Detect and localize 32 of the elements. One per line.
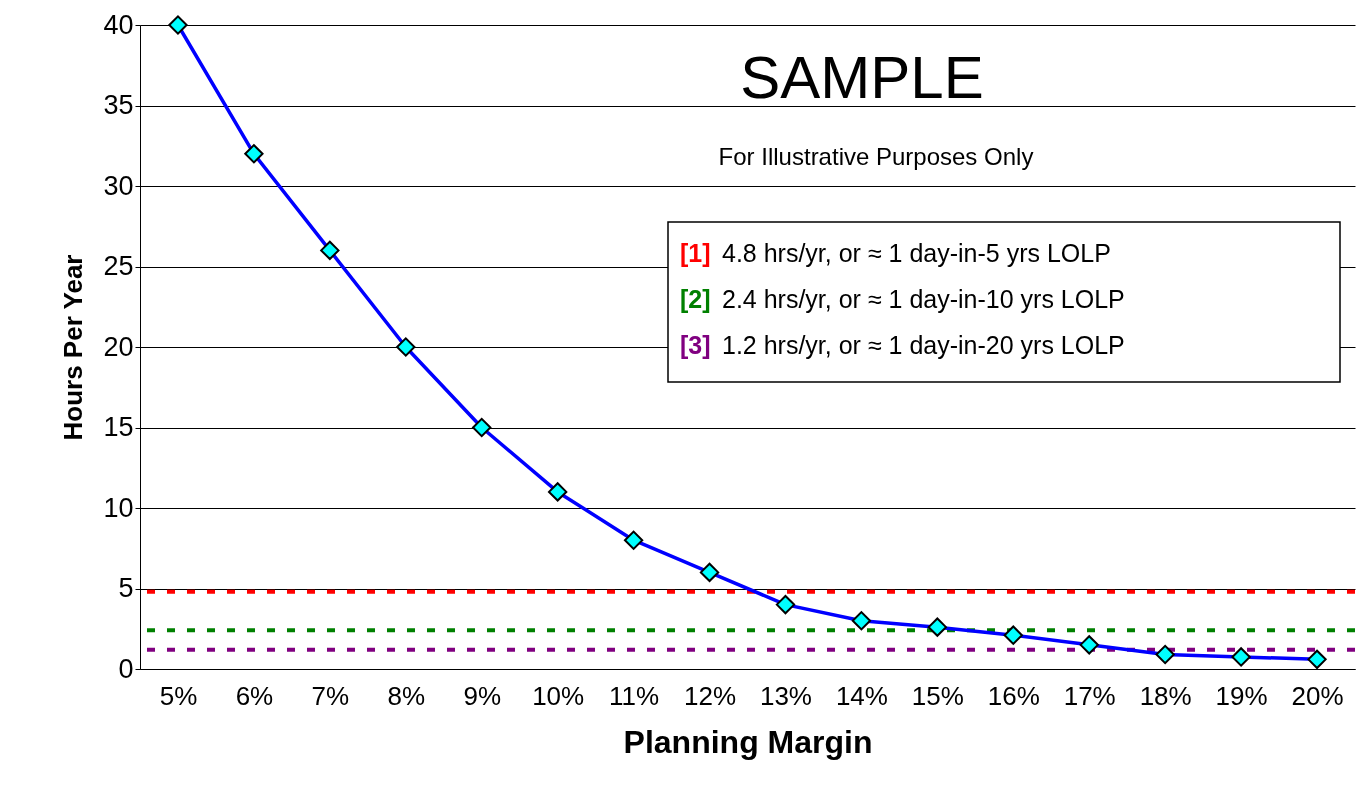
ref-line-label: [3] 1.2 hrs/yr, or ≈ 1 day-in-20 yrs LOLP bbox=[680, 331, 1125, 359]
x-tick-label: 8% bbox=[387, 680, 426, 711]
x-tick-label: 13% bbox=[759, 680, 812, 711]
x-tick-label: 16% bbox=[987, 680, 1040, 711]
y-tick-label: 15 bbox=[103, 412, 134, 442]
ref-line-label: [1] 4.8 hrs/yr, or ≈ 1 day-in-5 yrs LOLP bbox=[680, 239, 1111, 267]
x-tick-label: 7% bbox=[311, 680, 350, 711]
x-tick-label: 14% bbox=[835, 680, 888, 711]
y-tick-label: 0 bbox=[118, 653, 134, 684]
annotation: SAMPLE bbox=[740, 44, 984, 111]
x-tick-label: 19% bbox=[1215, 680, 1268, 711]
y-tick-label: 35 bbox=[103, 90, 134, 120]
x-tick-label: 10% bbox=[532, 680, 585, 711]
y-tick-label: 20 bbox=[103, 331, 134, 362]
x-tick-label: 15% bbox=[911, 680, 964, 711]
x-tick-label: 12% bbox=[684, 680, 737, 711]
x-tick-label: 5% bbox=[159, 680, 198, 711]
ref-line-label: [2] 2.4 hrs/yr, or ≈ 1 day-in-10 yrs LOLP bbox=[680, 285, 1125, 313]
y-tick-label: 5 bbox=[118, 573, 134, 603]
x-axis-title: Planning Margin bbox=[623, 723, 873, 760]
x-tick-label: 9% bbox=[463, 680, 502, 711]
x-tick-label: 11% bbox=[609, 680, 660, 711]
y-tick-label: 25 bbox=[103, 251, 134, 281]
x-tick-label: 20% bbox=[1291, 680, 1344, 711]
x-tick-label: 17% bbox=[1063, 680, 1116, 711]
x-tick-label: 6% bbox=[235, 680, 274, 711]
annotation: For Illustrative Purposes Only bbox=[718, 143, 1034, 170]
y-tick-label: 40 bbox=[103, 9, 134, 40]
y-tick-label: 30 bbox=[103, 170, 134, 201]
y-axis-title: Hours Per Year bbox=[58, 254, 89, 441]
y-tick-label: 10 bbox=[103, 492, 134, 523]
x-tick-label: 18% bbox=[1139, 680, 1192, 711]
